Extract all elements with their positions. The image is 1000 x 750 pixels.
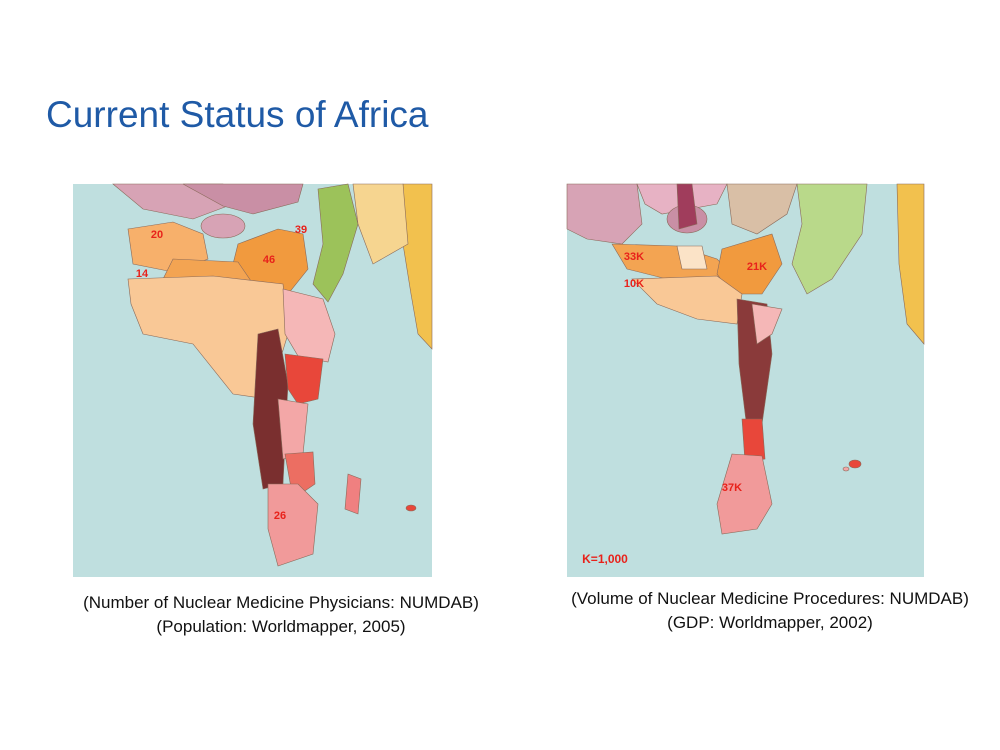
region — [676, 245, 708, 270]
region — [631, 275, 743, 325]
map-label: 46 — [263, 254, 275, 266]
caption: (Volume of Nuclear Medicine Procedures: … — [571, 589, 969, 608]
map-note: K=1,000 — [582, 552, 628, 566]
region — [791, 183, 868, 295]
region — [267, 483, 319, 567]
caption: (Number of Nuclear Medicine Physicians: … — [83, 593, 479, 612]
region — [726, 183, 798, 235]
island — [344, 473, 362, 515]
region — [127, 275, 289, 400]
map-label: 21K — [747, 261, 767, 273]
map-label: 26 — [274, 510, 286, 522]
map-label: 33K — [624, 251, 644, 263]
region — [284, 353, 324, 405]
map-label: 39 — [295, 224, 307, 236]
region — [182, 183, 304, 215]
region — [741, 418, 766, 463]
slide-title: Current Status of Africa — [46, 94, 429, 135]
region — [676, 183, 698, 230]
region — [352, 183, 409, 265]
region — [312, 183, 359, 303]
caption: (Population: Worldmapper, 2005) — [156, 617, 405, 636]
island — [405, 504, 417, 512]
map-procedures: 33K 21K 10K 37K K=1,000 — [566, 183, 925, 577]
island — [848, 459, 862, 469]
map-label: 10K — [624, 278, 644, 290]
region — [277, 398, 309, 460]
map-label: 20 — [151, 229, 163, 241]
map-label: 37K — [722, 482, 742, 494]
island — [842, 466, 850, 472]
caption: (GDP: Worldmapper, 2002) — [667, 613, 873, 632]
region — [716, 233, 783, 295]
region — [200, 213, 246, 239]
region — [751, 303, 783, 345]
map-label: 14 — [136, 268, 149, 280]
map-physicians: 20 39 46 14 26 — [73, 183, 433, 577]
region — [896, 183, 925, 345]
region — [282, 288, 336, 363]
region — [716, 453, 773, 535]
